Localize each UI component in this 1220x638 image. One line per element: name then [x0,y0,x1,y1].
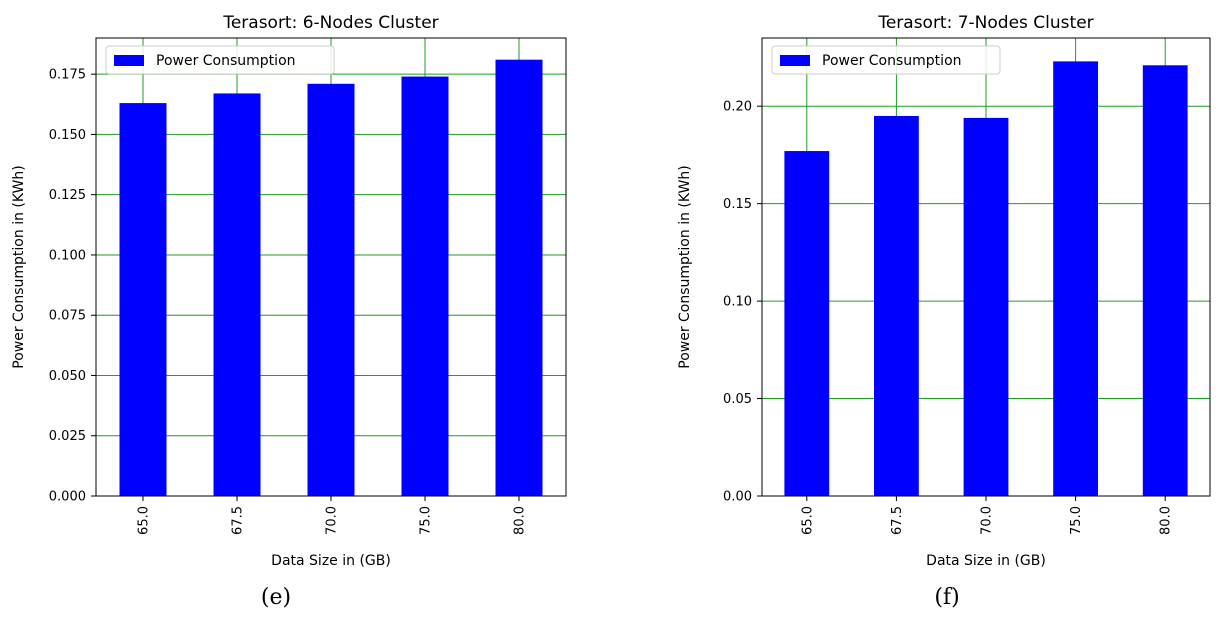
x-tick-label: 65.0 [137,506,152,535]
bar [495,59,543,497]
bar [963,117,1009,497]
y-tick-label: 0.00 [723,490,752,505]
x-tick-label: 75.0 [1069,506,1084,535]
y-tick-label: 0.100 [49,248,86,263]
y-tick-label: 0.05 [723,392,752,407]
x-axis-label: Data Size in (GB) [271,553,391,569]
legend-swatch [780,55,810,66]
legend-box [105,45,335,75]
y-tick-label: 0.125 [49,188,86,203]
figure-caption: (e) [261,585,291,610]
chart-2: 0.00 0.05 0.10 0.15 0.20 65.0 67.5 70.0 75.0 80.0… [677,13,1211,610]
y-tick-label: 0.050 [49,369,86,384]
x-tick-label: 80.0 [513,506,528,535]
bar [213,93,261,496]
x-axis-label: Data Size in (GB) [926,553,1046,569]
bar [1142,65,1188,497]
x-tick-label: 65.0 [800,506,815,535]
chart-title: Terasort: 7-Nodes Cluster [877,13,1093,33]
bar [401,76,449,496]
legend-label: Power Consumption [156,53,296,69]
x-tick-label: 75.0 [419,506,434,535]
y-tick-label: 0.15 [723,197,752,212]
y-tick-label: 0.20 [723,100,752,115]
x-tick-label: 67.5 [890,506,905,535]
x-tick-label: 70.0 [980,506,995,535]
y-tick-label: 0.025 [49,429,86,444]
y-tick-label: 0.175 [49,68,86,83]
y-tick-label: 0.150 [49,128,86,143]
x-tick-label: 67.5 [231,506,246,535]
legend-swatch [114,55,144,66]
bar [874,115,919,496]
x-tick-label: 70.0 [325,506,340,535]
bar [784,151,830,496]
chart-1: 0.000 0.025 0.050 0.075 0.100 0.125 0.150 0.175… [11,13,567,610]
x-tick-label: 80.0 [1159,506,1174,535]
bar [1053,61,1098,496]
chart-title: Terasort: 6-Nodes Cluster [222,13,438,33]
y-tick-label: 0.10 [723,295,752,310]
bar [307,83,355,497]
figure-caption: (f) [934,585,959,610]
legend-label: Power Consumption [822,53,962,69]
bar [119,103,167,496]
y-tick-label: 0.075 [49,309,86,324]
y-axis-label: Power Consumption in (KWh) [677,165,693,369]
y-tick-label: 0.000 [49,490,86,505]
legend-box [771,45,1001,75]
y-axis-label: Power Consumption in (KWh) [11,165,27,369]
